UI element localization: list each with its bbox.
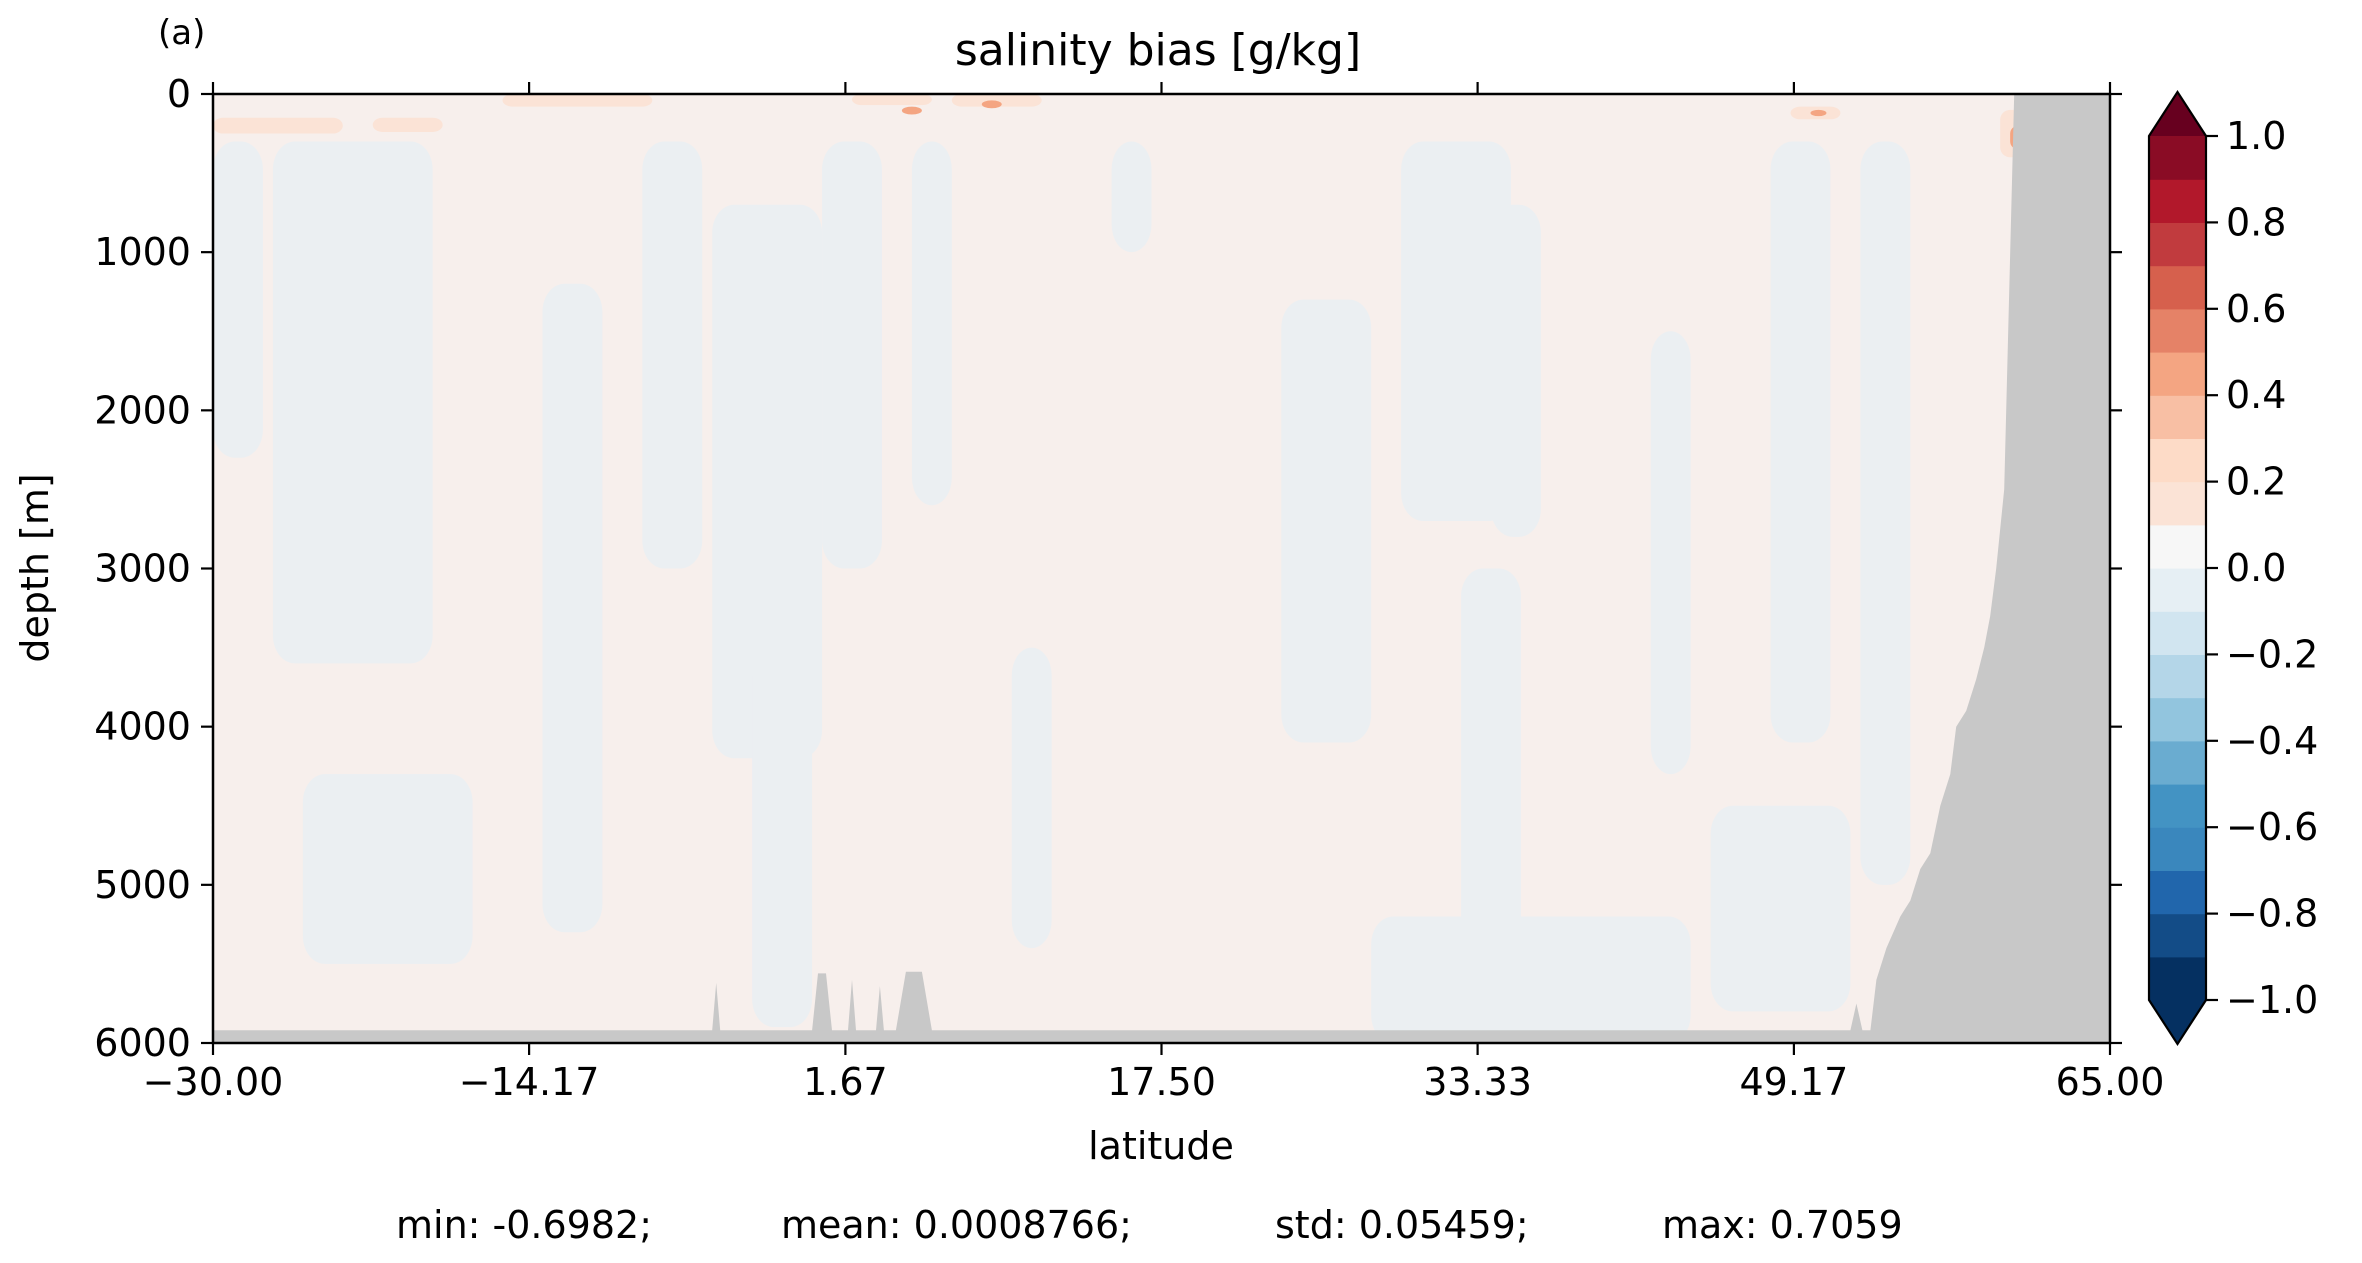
- negative-bias-region-18: [1371, 916, 1691, 1043]
- negative-bias-region-1: [272, 141, 433, 664]
- colorbar-tick-label: 0.2: [2226, 460, 2286, 504]
- colorbar-swatch: [2149, 611, 2206, 655]
- stat-mean: mean: 0.0008766;: [781, 1203, 1132, 1247]
- x-tick-label: −14.17: [459, 1060, 600, 1104]
- colorbar: −1.0 −0.8 −0.6 −0.4 −0.2 0.0 0.2 0.4 0.6 0.8 1.0: [2147, 89, 2318, 1047]
- colorbar-swatch: [2149, 913, 2206, 958]
- colorbar-swatch: [2149, 179, 2206, 223]
- colorbar-tick-label: −0.2: [2226, 632, 2318, 676]
- negative-bias-region-2: [302, 774, 473, 964]
- colorbar-swatch: [2149, 265, 2206, 310]
- x-axis: −30.00 −14.17 1.67 17.50 33.33 49.17 65.00: [143, 82, 2165, 1104]
- colorbar-tick-label: −1.0: [2226, 978, 2318, 1022]
- y-tick-label: 2000: [94, 388, 191, 432]
- stat-max: max: 0.7059: [1662, 1203, 1903, 1247]
- negative-bias-region-12: [1401, 141, 1511, 522]
- x-tick-label: 1.67: [803, 1060, 888, 1104]
- negative-bias-region-17: [1860, 141, 1911, 885]
- y-tick-label: 4000: [94, 705, 191, 749]
- stats-line: min: -0.6982; mean: 0.0008766; std: 0.05…: [396, 1203, 1903, 1247]
- colorbar-swatch: [2149, 740, 2206, 785]
- colorbar-swatch: [2149, 568, 2206, 612]
- negative-bias-region-15: [1650, 331, 1691, 775]
- surface-bias-patch-5: [901, 106, 922, 115]
- y-tick-label: 5000: [94, 863, 191, 907]
- stat-min: min: -0.6982;: [396, 1203, 652, 1247]
- colorbar-tick-label: −0.8: [2226, 892, 2318, 936]
- surface-bias-patch-3: [851, 94, 932, 106]
- negative-bias-region-10: [1111, 141, 1152, 253]
- colorbar-swatch: [2149, 136, 2206, 180]
- land-mask: [213, 94, 2110, 1043]
- colorbar-tick-label: 0.8: [2226, 200, 2286, 244]
- negative-bias-region-8: [911, 141, 952, 506]
- surface-bias-patch-2: [502, 94, 653, 107]
- y-axis: 0 1000 2000 3000 4000 5000 6000: [94, 72, 2122, 1065]
- colorbar-tick-label: −0.4: [2226, 719, 2318, 763]
- colorbar-swatch: [2149, 222, 2206, 267]
- surface-bias-patch-6: [981, 100, 1002, 109]
- colorbar-swatch: [2149, 481, 2206, 526]
- colorbar-tick-label: 0.0: [2226, 546, 2286, 590]
- x-tick-label: 49.17: [1740, 1060, 1849, 1104]
- colorbar-under-extension: [2149, 1000, 2206, 1044]
- stat-std: std: 0.05459;: [1275, 1203, 1529, 1247]
- colorbar-swatch: [2149, 697, 2206, 742]
- surface-bias-patch-4: [951, 94, 1042, 107]
- negative-bias-region-4: [642, 141, 703, 569]
- negative-bias-region-16: [1770, 141, 1831, 743]
- x-tick-label: −30.00: [143, 1060, 284, 1104]
- plot-area: [211, 92, 2112, 1045]
- x-tick-label: 17.50: [1107, 1060, 1216, 1104]
- colorbar-swatch: [2149, 395, 2206, 439]
- colorbar-tick-label: −0.6: [2226, 805, 2318, 849]
- x-tick-label: 65.00: [2056, 1060, 2165, 1104]
- colorbar-swatch: [2149, 827, 2206, 871]
- colorbar-tick-label: 0.4: [2226, 373, 2286, 417]
- colorbar-swatch: [2149, 784, 2206, 828]
- colorbar-swatch: [2149, 654, 2206, 699]
- negative-bias-region-0: [213, 141, 263, 458]
- colorbar-swatch: [2149, 308, 2206, 353]
- surface-bias-patch-0: [213, 117, 343, 134]
- colorbar-swatch: [2149, 438, 2206, 483]
- y-tick-label: 0: [167, 72, 191, 116]
- colorbar-tick-label: 1.0: [2226, 114, 2286, 158]
- colorbar-swatch: [2149, 870, 2206, 915]
- panel-label: (a): [158, 13, 205, 53]
- colorbar-tick-label: 0.6: [2226, 287, 2286, 331]
- colorbar-swatch: [2149, 956, 2206, 1001]
- negative-bias-region-13: [1490, 204, 1541, 537]
- colorbar-swatch: [2149, 524, 2206, 569]
- negative-bias-region-14: [1461, 568, 1521, 964]
- surface-bias-patch-1: [372, 117, 443, 132]
- negative-bias-region-5: [712, 204, 823, 759]
- y-tick-label: 3000: [94, 547, 191, 591]
- chart-title: salinity bias [g/kg]: [955, 25, 1361, 76]
- y-tick-label: 6000: [94, 1021, 191, 1065]
- negative-bias-region-11: [1281, 299, 1372, 743]
- surface-bias-patch-8: [1810, 109, 1827, 117]
- negative-bias-region-3: [542, 283, 603, 933]
- negative-bias-region-9: [1011, 647, 1052, 949]
- x-axis-label: latitude: [1088, 1124, 1234, 1168]
- negative-bias-region-6: [752, 647, 813, 1028]
- x-tick-label: 33.33: [1423, 1060, 1532, 1104]
- y-tick-label: 1000: [94, 230, 191, 274]
- y-axis-label: depth [m]: [13, 473, 57, 662]
- negative-bias-region-7: [822, 141, 882, 569]
- salinity-field: [213, 94, 2110, 1043]
- colorbar-swatch: [2149, 352, 2206, 396]
- negative-bias-region-19: [1710, 805, 1851, 1012]
- colorbar-over-extension: [2149, 92, 2206, 136]
